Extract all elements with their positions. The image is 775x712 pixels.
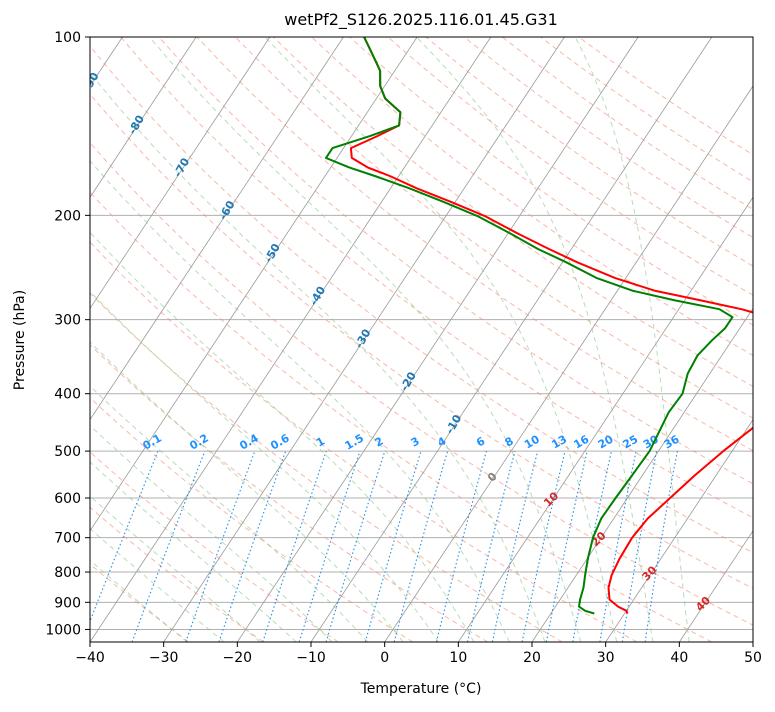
y-tick-label: 700	[54, 531, 81, 547]
x-tick-label: 40	[670, 650, 688, 666]
y-tick-label: 1000	[45, 622, 81, 638]
x-tick-label: 30	[597, 650, 615, 666]
x-tick-label: −20	[223, 650, 253, 666]
y-axis-label: Pressure (hPa)	[12, 290, 28, 390]
x-tick-label: −10	[296, 650, 326, 666]
y-tick-label: 200	[54, 208, 81, 224]
x-tick-label: 20	[523, 650, 541, 666]
x-tick-label: −30	[149, 650, 179, 666]
y-tick-label: 100	[54, 30, 81, 46]
y-tick-label: 800	[54, 565, 81, 581]
y-tick-label: 400	[54, 387, 81, 403]
y-tick-label: 300	[54, 313, 81, 329]
x-tick-label: −40	[75, 650, 105, 666]
x-tick-label: 0	[380, 650, 389, 666]
y-tick-label: 600	[54, 491, 81, 507]
y-tick-label: 900	[54, 595, 81, 611]
x-tick-label: 50	[744, 650, 762, 666]
chart-title: wetPf2_S126.2025.116.01.45.G31	[284, 10, 558, 30]
y-tick-label: 500	[54, 444, 81, 460]
x-axis-label: Temperature (°C)	[360, 681, 482, 697]
x-tick-label: 10	[449, 650, 467, 666]
